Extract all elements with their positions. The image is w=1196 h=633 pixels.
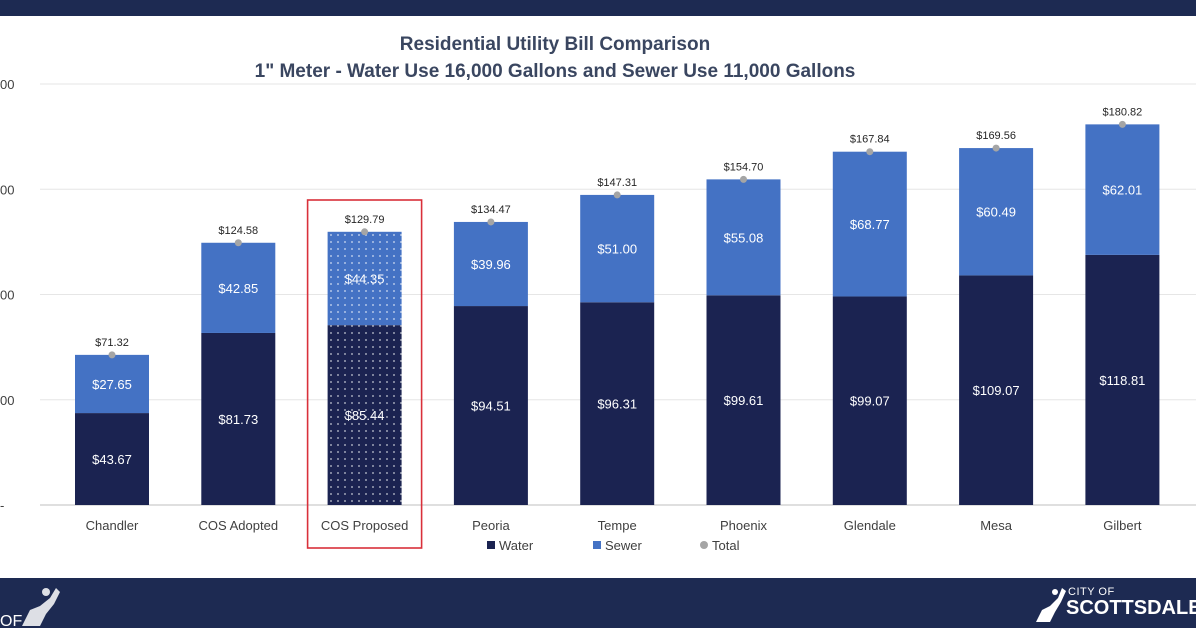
category-label: Phoenix [720, 518, 767, 533]
total-value-label: $71.32 [95, 337, 129, 349]
water-value-label: $81.73 [218, 412, 258, 427]
logo-city-text: CITY OF [1068, 586, 1115, 598]
sewer-bar [580, 194, 655, 303]
left-logo: OF [0, 580, 70, 630]
water-bar [453, 306, 528, 505]
total-value-label: $129.79 [345, 214, 385, 226]
logo-name-text: SCOTTSDALE [1066, 597, 1196, 619]
water-value-label: $85.44 [345, 408, 385, 423]
total-value-label: $124.58 [218, 225, 258, 237]
category-label: Gilbert [1103, 518, 1142, 533]
y-tick-label: 00 [0, 182, 14, 197]
sewer-value-label: $55.08 [724, 230, 764, 245]
total-point [866, 148, 874, 156]
scottsdale-logo: CITY OF SCOTTSDALE [1030, 582, 1196, 626]
highlight-box [306, 199, 423, 549]
water-value-label: $118.81 [1099, 373, 1145, 388]
total-point [992, 144, 1000, 152]
total-point [1118, 120, 1126, 128]
top-banner [0, 0, 1196, 16]
pattern-overlay [327, 231, 402, 505]
total-point [487, 218, 495, 226]
y-tick-label: 00 [0, 288, 14, 303]
water-legend-swatch [487, 541, 495, 549]
water-bar [1085, 254, 1160, 505]
sewer-value-label: $60.49 [976, 205, 1016, 220]
water-value-label: $94.51 [471, 399, 511, 414]
chart-area: 00 00 00 00 - $43.67 $27.65 $71.32 Chandler $81.… [0, 16, 1196, 578]
sewer-bar [453, 221, 528, 307]
y-tick-label: - [0, 498, 4, 513]
category-label: COS Adopted [199, 518, 279, 533]
sewer-legend-label: Sewer [605, 538, 643, 553]
water-value-label: $109.07 [973, 383, 1020, 398]
water-bar [75, 413, 149, 505]
total-point [234, 239, 242, 247]
bottom-banner [0, 578, 1196, 628]
sewer-bar [959, 148, 1034, 276]
category-label: COS Proposed [321, 518, 408, 533]
water-bar [832, 296, 907, 505]
total-value-label: $180.82 [1103, 106, 1143, 118]
sewer-value-label: $68.77 [850, 217, 890, 232]
water-value-label: $43.67 [92, 452, 132, 467]
total-value-label: $134.47 [471, 204, 511, 216]
total-legend-label: Total [712, 538, 740, 553]
sewer-value-label: $27.65 [92, 377, 132, 392]
sewer-bar [1085, 124, 1160, 255]
sewer-bar [706, 179, 781, 296]
sewer-legend-swatch [593, 541, 601, 549]
sewer-value-label: $42.85 [218, 281, 258, 296]
sewer-value-label: $44.35 [345, 271, 385, 286]
sewer-bar [832, 151, 907, 297]
y-tick-label: 00 [0, 393, 14, 408]
water-bar [706, 295, 781, 505]
horse-rider-icon [1036, 588, 1066, 622]
sewer-bar [201, 242, 276, 333]
water-bar [580, 302, 655, 505]
category-label: Peoria [472, 518, 510, 533]
total-point [108, 351, 116, 359]
total-point [613, 191, 621, 199]
water-bar [959, 275, 1034, 505]
left-logo-text: OF [0, 613, 22, 628]
chart-subtitle: 1" Meter - Water Use 16,000 Gallons and … [254, 61, 856, 82]
sewer-value-label: $51.00 [597, 242, 637, 257]
water-value-label: $96.31 [597, 397, 637, 412]
total-legend-swatch [700, 541, 708, 549]
total-point [740, 175, 747, 183]
total-value-label: $154.70 [724, 161, 764, 173]
chart-title: Residential Utility Bill Comparison [399, 34, 711, 55]
y-tick-label: 00 [0, 77, 14, 92]
water-bar [201, 332, 276, 505]
total-point [361, 228, 369, 236]
horse-rider-icon: OF [0, 588, 60, 630]
sewer-value-label: $39.96 [471, 257, 511, 272]
bar-chart: 00 00 00 00 - $43.67 $27.65 $71.32 Chandler $81.… [0, 77, 1196, 553]
category-label: Mesa [980, 518, 1013, 533]
sewer-bar [75, 354, 149, 414]
water-value-label: $99.07 [850, 394, 890, 409]
sewer-value-label: $62.01 [1103, 183, 1143, 198]
total-value-label: $167.84 [850, 134, 890, 146]
water-legend-label: Water [499, 538, 534, 553]
category-label: Glendale [844, 518, 896, 533]
category-label: Tempe [598, 518, 637, 533]
water-value-label: $99.61 [724, 393, 764, 408]
total-value-label: $169.56 [976, 130, 1016, 142]
category-label: Chandler [86, 518, 139, 533]
total-value-label: $147.31 [597, 177, 637, 189]
